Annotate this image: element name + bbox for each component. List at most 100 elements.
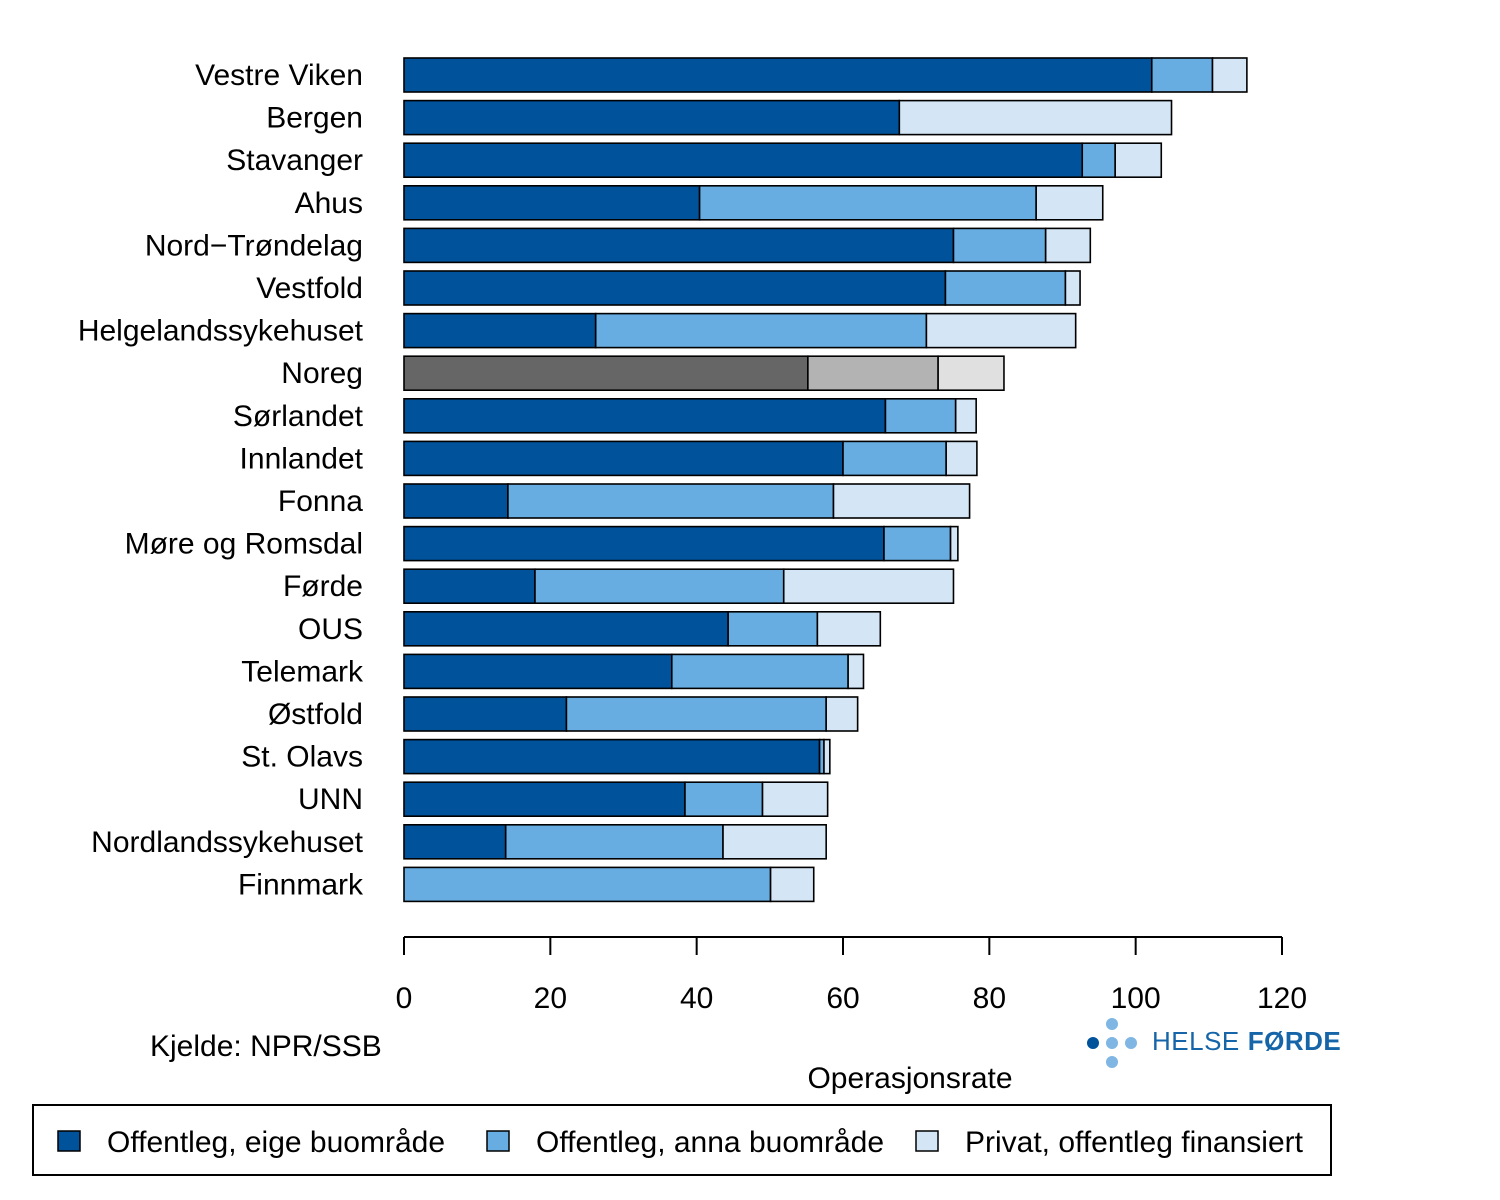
legend: Offentleg, eige buområde Offentleg, anna… [32, 1104, 1332, 1176]
bar-anna-8 [884, 397, 957, 434]
bar-privat-18 [722, 823, 827, 860]
logo-dot-top [1106, 1018, 1118, 1030]
category-label-17: UNN [298, 783, 363, 816]
bar-privat-8 [954, 397, 977, 434]
x-tick-label-3: 60 [826, 982, 859, 1015]
bar-privat-19 [769, 866, 815, 903]
logo-text-regular: HELSE [1152, 1026, 1240, 1056]
legend-label-eige: Offentleg, eige buområde [107, 1126, 445, 1159]
bar-anna-14 [670, 653, 849, 690]
bar-eige-11 [403, 525, 885, 562]
logo-dot-bottom [1106, 1056, 1118, 1068]
bar-anna-3 [698, 185, 1037, 221]
bar-anna-12 [534, 568, 785, 605]
bar-eige-8 [403, 397, 887, 434]
bar-eige-13 [403, 610, 729, 647]
bar-privat-9 [945, 440, 978, 477]
bar-privat-17 [761, 781, 829, 818]
bar-eige-2 [403, 142, 1084, 178]
category-label-0: Vestre Viken [195, 59, 363, 92]
bar-privat-7 [937, 355, 1005, 392]
bar-anna-10 [507, 483, 835, 519]
legend-label-anna: Offentleg, anna buområde [536, 1126, 884, 1159]
legend-label-privat: Privat, offentleg finansiert [965, 1126, 1304, 1159]
x-tick-label-4: 80 [973, 982, 1006, 1015]
category-label-12: Førde [283, 570, 363, 603]
bar-anna-7 [807, 355, 939, 392]
category-label-10: Fonna [278, 485, 363, 518]
bar-privat-2 [1114, 142, 1163, 178]
legend-swatch-privat [915, 1130, 939, 1152]
category-label-5: Vestfold [256, 272, 363, 305]
category-label-3: Ahus [295, 187, 363, 220]
bar-anna-19 [403, 866, 772, 903]
category-labels: Vestre Viken Bergen Stavanger Ahus Nord−Trøn… [78, 59, 364, 901]
bar-eige-1 [403, 99, 901, 136]
bar-eige-17 [403, 781, 686, 818]
category-label-4: Nord−Trøndelag [145, 229, 363, 262]
x-tick-label-1: 20 [534, 982, 567, 1015]
bar-anna-13 [727, 610, 819, 647]
x-axis-title: Operasjonsrate [807, 1062, 1012, 1095]
category-label-13: OUS [298, 613, 363, 646]
bar-privat-15 [825, 696, 859, 732]
bar-anna-6 [594, 312, 928, 349]
category-label-2: Stavanger [226, 144, 363, 177]
logo-text-bold: FØRDE [1248, 1026, 1342, 1056]
bar-anna-2 [1081, 142, 1116, 178]
category-label-18: Nordlandssykehuset [91, 826, 363, 859]
x-tick-label-5: 100 [1111, 982, 1161, 1015]
x-axis: 0 20 40 60 80 100 120 [396, 936, 1307, 1015]
bar-eige-12 [403, 568, 536, 605]
bar-privat-4 [1044, 227, 1092, 264]
bar-privat-10 [832, 483, 971, 519]
category-label-1: Bergen [266, 102, 363, 135]
logo-dot-left [1087, 1037, 1099, 1049]
bar-anna-0 [1150, 57, 1214, 93]
logo-text: HELSE FØRDE [1152, 1026, 1341, 1056]
x-tick-label-2: 40 [680, 982, 713, 1015]
category-label-8: Sørlandet [233, 400, 364, 433]
x-tick-label-6: 120 [1257, 982, 1307, 1015]
legend-swatch-eige [57, 1130, 81, 1152]
x-tick-label-0: 0 [396, 982, 413, 1015]
bar-privat-6 [925, 312, 1077, 349]
legend-swatch-anna [486, 1130, 510, 1152]
bar-eige-18 [403, 823, 507, 860]
bar-privat-12 [782, 568, 955, 605]
bar-anna-17 [684, 781, 764, 818]
bar-eige-5 [403, 270, 947, 306]
category-label-19: Finnmark [238, 868, 364, 901]
bar-privat-3 [1035, 185, 1104, 221]
category-label-11: Møre og Romsdal [125, 528, 363, 561]
category-label-6: Helgelandssykehuset [78, 315, 364, 348]
source-note: Kjelde: NPR/SSB [150, 1030, 382, 1063]
bar-privat-13 [816, 610, 882, 647]
bar-privat-5 [1064, 270, 1081, 306]
bar-eige-10 [403, 483, 509, 519]
logo-dot-center [1106, 1037, 1118, 1049]
bar-anna-9 [842, 440, 947, 477]
bars-layer [403, 57, 1248, 903]
bar-anna-15 [565, 696, 827, 732]
bar-eige-4 [403, 227, 955, 264]
bar-privat-1 [898, 99, 1173, 136]
category-label-14: Telemark [241, 655, 364, 688]
bar-eige-15 [403, 696, 568, 732]
category-label-16: St. Olavs [241, 741, 363, 774]
bar-anna-4 [952, 227, 1047, 264]
bar-eige-7 [403, 355, 809, 392]
category-label-9: Innlandet [240, 442, 364, 475]
bar-privat-0 [1211, 57, 1248, 93]
bar-privat-11 [949, 525, 959, 562]
logo-dot-right [1125, 1037, 1137, 1049]
bar-anna-18 [504, 823, 724, 860]
category-label-7: Noreg [281, 357, 363, 390]
bar-anna-5 [944, 270, 1067, 306]
category-label-15: Østfold [268, 698, 363, 731]
bar-eige-16 [403, 738, 821, 775]
bar-eige-3 [403, 185, 701, 221]
bar-privat-14 [847, 653, 865, 690]
bar-eige-9 [403, 440, 844, 477]
helse-forde-logo: HELSE FØRDE [1087, 1018, 1341, 1068]
